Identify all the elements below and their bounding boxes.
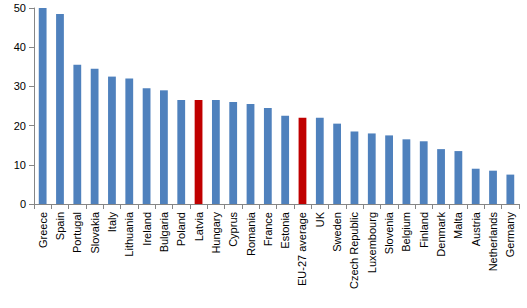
- svg-text:Austria: Austria: [470, 211, 482, 246]
- svg-text:0: 0: [20, 198, 26, 210]
- svg-text:Latvia: Latvia: [193, 211, 205, 241]
- svg-text:Spain: Spain: [54, 212, 66, 240]
- svg-text:Denmark: Denmark: [435, 212, 447, 257]
- svg-text:France: France: [262, 212, 274, 246]
- svg-text:Cyprus: Cyprus: [227, 212, 239, 247]
- svg-text:Slovenia: Slovenia: [383, 211, 395, 254]
- svg-text:Hungary: Hungary: [210, 212, 222, 254]
- svg-text:Ireland: Ireland: [141, 212, 153, 246]
- svg-text:10: 10: [14, 159, 26, 171]
- svg-text:Greece: Greece: [37, 212, 49, 248]
- svg-text:EU-27 average: EU-27 average: [296, 212, 308, 286]
- svg-text:Malta: Malta: [452, 211, 464, 239]
- svg-text:30: 30: [14, 80, 26, 92]
- svg-text:Lithuania: Lithuania: [123, 211, 135, 257]
- svg-text:Slovakia: Slovakia: [89, 211, 101, 253]
- svg-text:Bulgaria: Bulgaria: [158, 211, 170, 252]
- svg-text:Netherlands: Netherlands: [487, 212, 499, 272]
- svg-text:Czech Republic: Czech Republic: [348, 212, 360, 290]
- svg-text:Poland: Poland: [175, 212, 187, 246]
- svg-text:Estonia: Estonia: [279, 211, 291, 249]
- svg-text:40: 40: [14, 41, 26, 53]
- svg-text:Belgium: Belgium: [400, 212, 412, 252]
- svg-text:UK: UK: [314, 211, 326, 227]
- svg-text:Portugal: Portugal: [71, 212, 83, 253]
- svg-text:Sweden: Sweden: [331, 212, 343, 252]
- svg-text:Finland: Finland: [418, 212, 430, 248]
- svg-text:Romania: Romania: [245, 211, 257, 256]
- svg-text:Luxembourg: Luxembourg: [366, 212, 378, 273]
- svg-text:Italy: Italy: [106, 212, 118, 233]
- svg-text:20: 20: [14, 120, 26, 132]
- svg-text:Germany: Germany: [504, 212, 516, 258]
- svg-text:50: 50: [14, 2, 26, 14]
